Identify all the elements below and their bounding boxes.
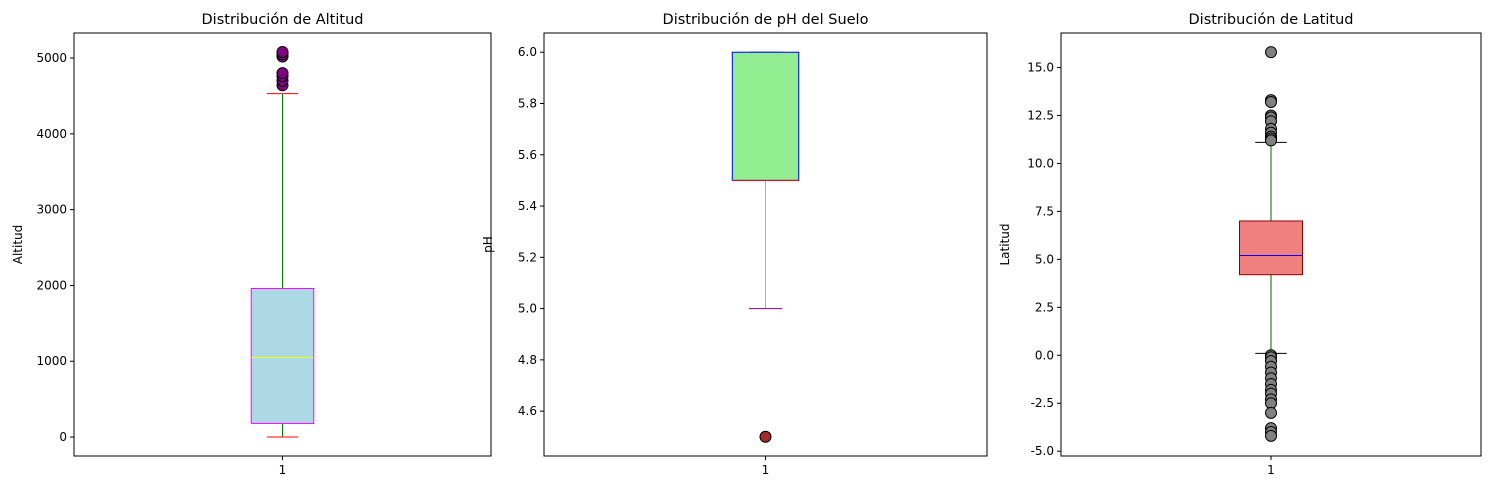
y-tick-label: 5.0 — [518, 302, 537, 316]
x-tick-label: 1 — [1267, 463, 1275, 477]
y-tick-label: 2.5 — [1035, 300, 1054, 314]
x-tick-label: 1 — [279, 463, 287, 477]
y-tick-label: 4.6 — [518, 404, 537, 418]
y-tick-label: 12.5 — [1027, 108, 1054, 122]
outlier-point — [759, 430, 772, 443]
iqr-box — [731, 51, 800, 181]
y-tick-label: 10.0 — [1027, 156, 1054, 170]
y-axis-label: pH — [481, 236, 495, 253]
y-tick-label: 5.0 — [1035, 252, 1054, 266]
chart-panel-2: Distribución de pH del Suelo 4.6 4.8 5.0 5.2… — [481, 12, 988, 477]
chart-title: Distribución de Altitud — [202, 12, 364, 28]
y-tick-label: 7.5 — [1035, 204, 1054, 218]
y-tick-label: 3000 — [36, 203, 67, 217]
outlier-point — [276, 45, 289, 58]
outlier-point — [1265, 96, 1277, 109]
y-tick-label: 5.4 — [518, 199, 537, 213]
y-tick-label: 5.6 — [518, 148, 537, 162]
y-tick-label: 15.0 — [1027, 61, 1054, 75]
y-tick-label: 4.8 — [518, 353, 537, 367]
chart-title: Distribución de Latitud — [1189, 12, 1354, 28]
y-tick-label: 1000 — [36, 354, 67, 368]
y-tick-label: 5.8 — [518, 97, 537, 111]
y-tick-label: 5000 — [36, 51, 67, 65]
y-tick-label: -5.0 — [1031, 444, 1054, 458]
outlier-point — [276, 67, 289, 80]
y-tick-label: 4000 — [36, 127, 67, 141]
outlier-point — [1265, 46, 1277, 59]
y-tick-label: -2.5 — [1031, 396, 1054, 410]
outlier-point — [1265, 134, 1277, 147]
outlier-point — [1265, 429, 1277, 442]
y-tick-label: 6.0 — [518, 45, 537, 59]
y-axis-label: Latitud — [998, 223, 1012, 265]
y-tick-label: 2000 — [36, 278, 67, 292]
chart-panel-3: Distribución de Latitud -5.0 -2.5 0.0 2.5 5.0… — [998, 12, 1482, 477]
y-tick-label: 5.2 — [518, 250, 537, 264]
y-axis-label: Altitud — [11, 225, 25, 265]
iqr-box — [1239, 220, 1303, 276]
chart-panel-1: Distribución de Altitud 0 1000 2000 3000 4000… — [11, 12, 492, 477]
chart-title: Distribución de pH del Suelo — [663, 12, 869, 28]
y-tick-label: 0.0 — [1035, 348, 1054, 362]
x-tick-label: 1 — [762, 463, 770, 477]
iqr-box — [250, 287, 315, 424]
outlier-point — [1265, 406, 1277, 419]
y-tick-label: 0 — [59, 430, 67, 444]
